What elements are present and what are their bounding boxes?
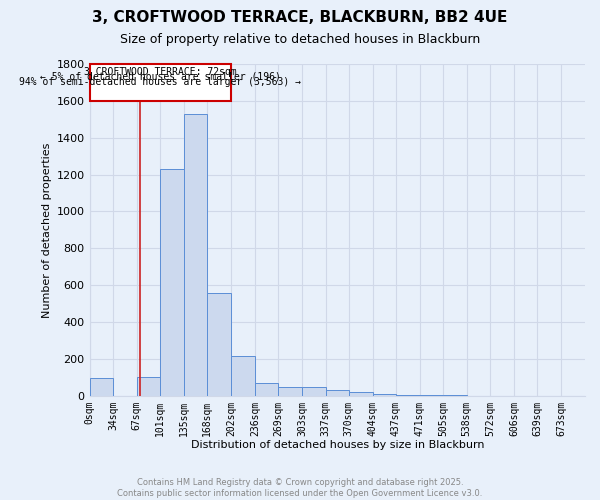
Bar <box>89 64 231 102</box>
Bar <box>349 392 373 396</box>
X-axis label: Distribution of detached houses by size in Blackburn: Distribution of detached houses by size … <box>191 440 484 450</box>
Bar <box>396 395 419 396</box>
Text: Contains HM Land Registry data © Crown copyright and database right 2025.
Contai: Contains HM Land Registry data © Crown c… <box>118 478 482 498</box>
Bar <box>207 292 231 396</box>
Bar <box>89 378 113 396</box>
Text: Size of property relative to detached houses in Blackburn: Size of property relative to detached ho… <box>120 32 480 46</box>
Bar <box>302 388 326 396</box>
Bar <box>278 386 302 396</box>
Bar <box>160 169 184 396</box>
Bar <box>231 356 255 396</box>
Text: 3 CROFTWOOD TERRACE: 72sqm: 3 CROFTWOOD TERRACE: 72sqm <box>84 67 237 77</box>
Bar <box>373 394 396 396</box>
Bar <box>255 383 278 396</box>
Bar <box>184 114 207 396</box>
Bar <box>137 378 160 396</box>
Text: 94% of semi-detached houses are larger (3,563) →: 94% of semi-detached houses are larger (… <box>19 78 301 88</box>
Bar <box>326 390 349 396</box>
Text: ← 5% of detached houses are smaller (196): ← 5% of detached houses are smaller (196… <box>40 72 281 82</box>
Text: 3, CROFTWOOD TERRACE, BLACKBURN, BB2 4UE: 3, CROFTWOOD TERRACE, BLACKBURN, BB2 4UE <box>92 10 508 25</box>
Y-axis label: Number of detached properties: Number of detached properties <box>43 142 52 318</box>
Bar <box>419 395 443 396</box>
